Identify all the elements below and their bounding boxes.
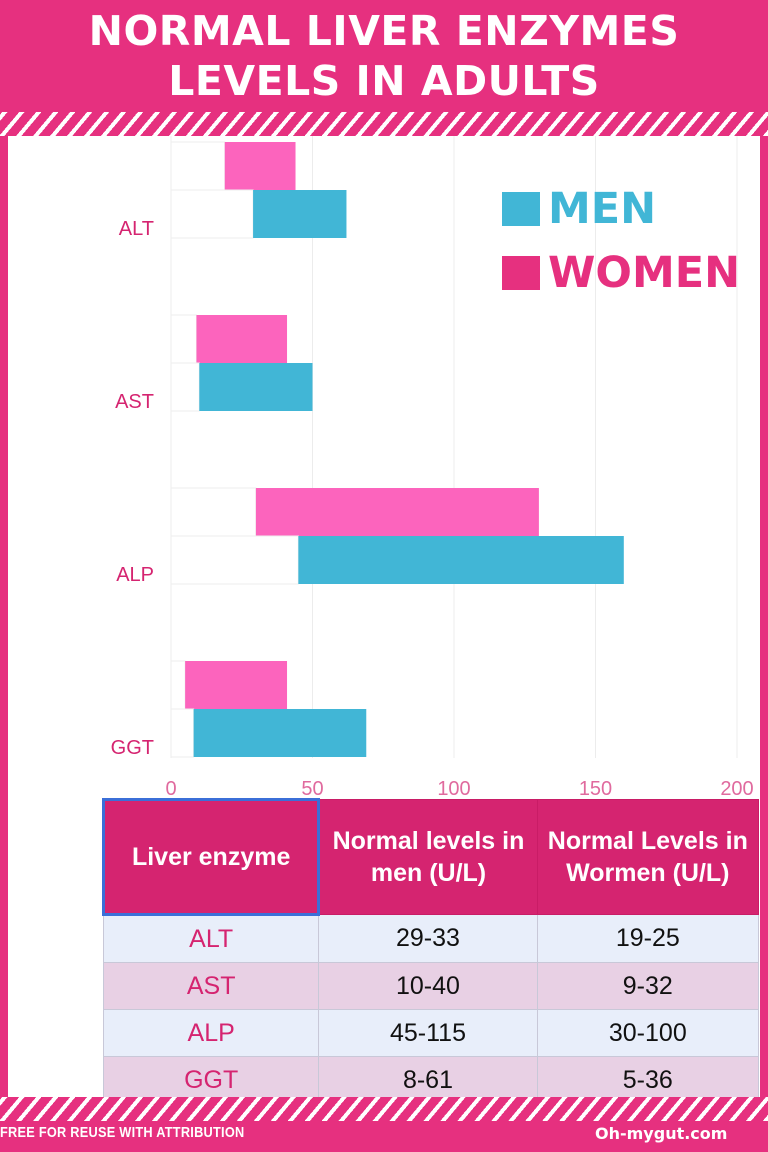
table-cell-men: 29-33 — [318, 914, 538, 963]
bar-offset-women — [170, 314, 197, 364]
title-line-1: NORMAL LIVER ENZYMES — [88, 7, 680, 55]
content-panel: ALT AST ALP GGT 0 50 100 150 200 MEN WOMEN Liver… — [8, 136, 760, 1104]
table-cell-women: 5-36 — [536, 1056, 760, 1104]
legend-swatch-women — [502, 256, 540, 290]
legend-swatch-men — [502, 192, 540, 226]
x-tick-label: 200 — [720, 778, 753, 798]
bar-women-alp — [255, 488, 539, 536]
bar-women-ast — [196, 315, 288, 363]
legend-label-women: WOMEN — [548, 248, 741, 298]
bar-offset-men — [170, 708, 195, 758]
bar-men-ast — [199, 363, 313, 411]
header-women-levels: Normal Levels in Wormen (U/L) — [536, 799, 760, 915]
bar-women-alt — [224, 142, 296, 190]
table-cell-men: 45-115 — [318, 1009, 538, 1057]
table-cell-enzyme: ALP — [102, 1009, 320, 1057]
x-tick-label: 50 — [301, 778, 323, 798]
x-tick-label: 0 — [165, 778, 176, 798]
enzyme-table: Liver enzyme Normal levels in men (U/L) … — [101, 798, 760, 1104]
bar-offset-men — [170, 189, 254, 239]
bar-chart: ALT AST ALP GGT 0 50 100 150 200 — [111, 136, 754, 798]
category-label: GGT — [111, 737, 154, 759]
footer-site-link[interactable]: Oh-mygut.com — [595, 1124, 728, 1143]
legend-item-women: WOMEN — [502, 248, 740, 298]
table-header-row: Liver enzyme Normal levels in men (U/L) … — [101, 798, 760, 916]
table-row: AST 10-40 9-32 — [102, 962, 760, 1010]
table-row: GGT 8-61 5-36 — [102, 1056, 760, 1104]
category-label: ALP — [116, 564, 154, 586]
table-cell-women: 9-32 — [536, 962, 760, 1010]
table-cell-women: 19-25 — [536, 914, 760, 963]
bar-offset-men — [170, 535, 299, 585]
legend-label-men: MEN — [548, 184, 657, 234]
bar-men-alt — [253, 190, 347, 238]
table-cell-enzyme: AST — [102, 962, 320, 1010]
bar-women-ggt — [185, 661, 288, 709]
bar-offset-women — [170, 487, 257, 537]
x-tick-label: 150 — [579, 778, 612, 798]
table-cell-women: 30-100 — [536, 1009, 760, 1057]
table-row: ALT 29-33 19-25 — [102, 914, 760, 963]
category-label: ALT — [119, 218, 154, 240]
bottom-stripe-divider — [0, 1097, 768, 1121]
bar-men-alp — [298, 536, 624, 584]
bar-offset-women — [170, 141, 226, 191]
table-row: ALP 45-115 30-100 — [102, 1009, 760, 1057]
table-cell-enzyme: ALT — [102, 914, 320, 963]
bar-men-ggt — [193, 709, 367, 757]
table-cell-enzyme: GGT — [102, 1056, 320, 1104]
header-men-levels: Normal levels in men (U/L) — [318, 799, 538, 915]
table-cell-men: 8-61 — [318, 1056, 538, 1104]
table-cell-men: 10-40 — [318, 962, 538, 1010]
title-line-2: LEVELS IN ADULTS — [168, 57, 600, 105]
x-tick-label: 100 — [437, 778, 470, 798]
category-label: AST — [115, 391, 154, 413]
header-liver-enzyme[interactable]: Liver enzyme — [101, 798, 321, 916]
page-title: NORMAL LIVER ENZYMES LEVELS IN ADULTS — [0, 6, 768, 106]
bar-offset-women — [170, 660, 186, 710]
legend-item-men: MEN — [502, 184, 656, 234]
top-stripe-divider — [0, 112, 768, 136]
footer-attribution: FREE FOR REUSE WITH ATTRIBUTION — [0, 1124, 245, 1141]
bar-offset-men — [170, 362, 200, 412]
